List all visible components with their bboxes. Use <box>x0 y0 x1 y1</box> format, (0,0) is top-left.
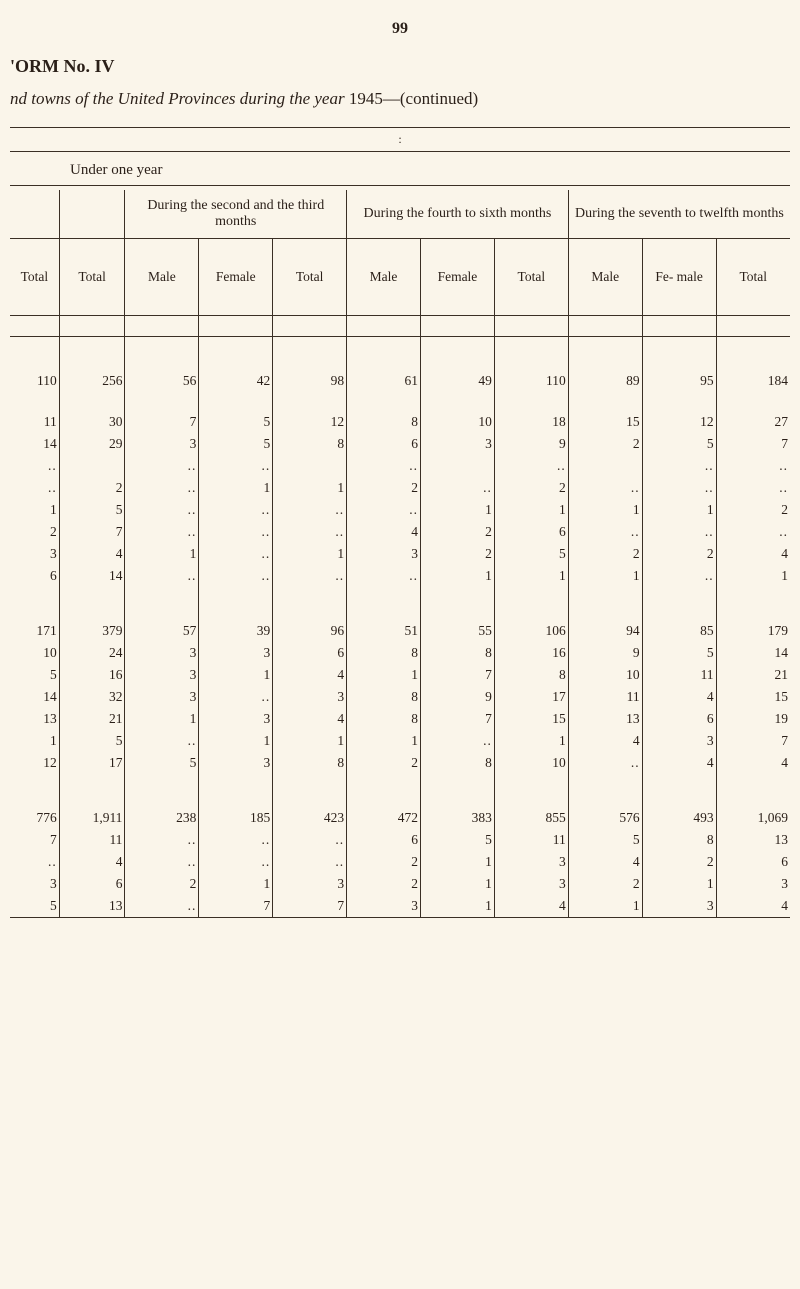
table-row: ..4......213426 <box>10 851 790 873</box>
table-row: 614........111..1 <box>10 565 790 587</box>
table-row: 341..1325224 <box>10 543 790 565</box>
form-number: 'ORM No. IV <box>10 56 790 77</box>
table-row: ..2..112..2...... <box>10 477 790 499</box>
under-one-year-label: Under one year <box>70 162 790 179</box>
table-row: 11025656429861491108995184 <box>10 337 790 393</box>
col-total-a: Total <box>59 239 125 316</box>
table-row: 15........11112 <box>10 499 790 521</box>
table-row: 1321134871513619 <box>10 708 790 730</box>
hdr-span-second-third: During the second and the third months <box>125 190 347 239</box>
page-number: 99 <box>10 20 790 38</box>
col-female-c: Fe- male <box>642 239 716 316</box>
table-row: 711......65115813 <box>10 829 790 851</box>
table-row: 17137957399651551069485179 <box>10 587 790 642</box>
table-row: 15..111..1437 <box>10 730 790 752</box>
col-female-a: Female <box>199 239 273 316</box>
mid-mark: : <box>10 132 790 147</box>
rule-top-1 <box>10 127 790 128</box>
col-total-c: Total <box>494 239 568 316</box>
table-row: 1130751281018151227 <box>10 392 790 433</box>
table-row: 36213213213 <box>10 873 790 895</box>
header-col-row: Total Total Male Female Total Male Femal… <box>10 239 790 316</box>
col-male-b: Male <box>347 239 421 316</box>
table-row: 102433688169514 <box>10 642 790 664</box>
hdr-span-seventh-twelfth: During the seventh to twelfth months <box>568 190 790 239</box>
col-male-c: Male <box>568 239 642 316</box>
col-total-b: Total <box>273 239 347 316</box>
rule-under-1 <box>10 185 790 186</box>
table-row: 14323..3891711415 <box>10 686 790 708</box>
hdr-blank-1 <box>10 190 59 239</box>
title-year: 1945—(continued) <box>345 89 479 108</box>
col-total-outer: Total <box>10 239 59 316</box>
table-row: .............. <box>10 455 790 477</box>
header-span-row: During the second and the third months D… <box>10 190 790 239</box>
table-row: 513..77314134 <box>10 895 790 918</box>
header-gap-row <box>10 316 790 337</box>
table-row: 7761,9112381854234723838555764931,069 <box>10 774 790 829</box>
title-italic: nd towns of the United Provinces during … <box>10 89 345 108</box>
gap-cell <box>10 316 59 337</box>
col-female-b: Female <box>421 239 495 316</box>
table-row: 1429358639257 <box>10 433 790 455</box>
hdr-span-fourth-sixth: During the fourth to sixth months <box>347 190 569 239</box>
rule-top-2 <box>10 151 790 152</box>
col-male-a: Male <box>125 239 199 316</box>
table-row: 12175382810..44 <box>10 752 790 774</box>
col-total-d: Total <box>716 239 790 316</box>
title-line: nd towns of the United Provinces during … <box>10 89 790 109</box>
table-row: 516314178101121 <box>10 664 790 686</box>
hdr-blank-2 <box>59 190 125 239</box>
table-row: 27......426...... <box>10 521 790 543</box>
data-table: During the second and the third months D… <box>10 190 790 918</box>
